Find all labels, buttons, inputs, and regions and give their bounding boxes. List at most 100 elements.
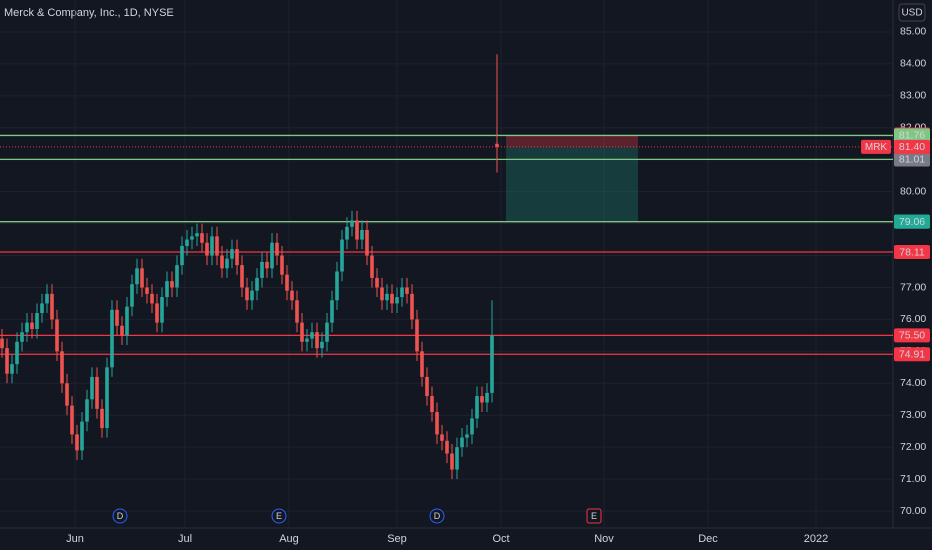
event-label: E: [591, 511, 597, 521]
x-tick-label: Jul: [178, 533, 192, 545]
candle-body: [180, 245, 184, 266]
candle-body: [120, 325, 124, 336]
event-label: D: [117, 511, 124, 521]
x-tick-label: Dec: [698, 533, 718, 545]
candle-body: [280, 255, 284, 275]
candle-body: [330, 300, 334, 323]
candle-body: [300, 322, 304, 342]
candle-body: [470, 418, 474, 435]
candle-body: [480, 396, 484, 403]
candle-body: [265, 261, 269, 269]
candle-body: [250, 290, 254, 301]
candle-body: [5, 348, 9, 374]
candle-body: [255, 277, 259, 291]
candle-body: [410, 293, 414, 320]
candle-body: [200, 233, 204, 243]
candle-body: [55, 319, 59, 352]
candle-body: [455, 447, 459, 470]
candle-body: [70, 405, 74, 435]
candle-body: [270, 242, 274, 269]
candle-body: [315, 332, 319, 349]
candle-body: [85, 399, 89, 422]
candle-body: [485, 392, 489, 403]
y-tick-label: 77.00: [900, 281, 926, 293]
candle-body: [345, 226, 349, 240]
x-tick-label: Oct: [492, 533, 509, 545]
symbol-tag-bg: [861, 139, 891, 154]
candle-body: [370, 255, 374, 278]
candle-body: [465, 434, 469, 438]
candle-body: [350, 220, 354, 227]
candle-body: [260, 261, 264, 278]
candle-body: [40, 303, 44, 314]
last-price-tag: 81.40: [899, 141, 925, 153]
candle-body: [285, 274, 289, 291]
x-tick-label: Sep: [387, 533, 407, 545]
candle-body: [130, 284, 134, 307]
candle-body: [440, 434, 444, 441]
candle-body: [60, 351, 64, 384]
target-zone: [506, 146, 638, 222]
candle-body: [460, 437, 464, 448]
price-tag: 78.11: [899, 246, 925, 258]
candle-body: [340, 239, 344, 272]
candle-body: [425, 376, 429, 397]
y-tick-label: 85.00: [900, 26, 926, 38]
candle-body: [495, 143, 499, 147]
price-tag: 74.91: [899, 349, 925, 361]
candle-body: [50, 293, 54, 320]
candle-body: [385, 293, 389, 301]
candle-body: [105, 367, 109, 429]
candle-body: [415, 319, 419, 352]
price-tag-bg: [894, 128, 930, 143]
y-tick-label: 83.00: [900, 90, 926, 102]
candle-body: [435, 412, 439, 435]
candle-body: [175, 265, 179, 288]
candle-body: [135, 268, 139, 285]
candle-body: [355, 220, 359, 240]
candle-body: [320, 341, 324, 349]
event-label: D: [434, 511, 441, 521]
candle-body: [420, 351, 424, 377]
currency-box: [898, 3, 926, 22]
x-tick-label: Jun: [66, 533, 84, 545]
candle-body: [475, 396, 479, 419]
price-tag-bg: [894, 152, 930, 167]
candle-body: [290, 290, 294, 301]
event-label: E: [276, 511, 282, 521]
event-marker: [586, 508, 602, 524]
candle-body: [220, 255, 224, 269]
y-tick-label: 76.00: [900, 313, 926, 325]
candle-body: [400, 287, 404, 298]
candle-body: [115, 309, 119, 326]
price-tag: 81.76: [899, 130, 925, 142]
x-tick-label: Aug: [279, 533, 299, 545]
candle-body: [205, 242, 209, 256]
candle-body: [145, 287, 149, 294]
chart-title: Merck & Company, Inc., 1D, NYSE: [4, 7, 174, 19]
candle-body: [125, 306, 129, 336]
candle-body: [155, 303, 159, 323]
candle-body: [165, 281, 169, 298]
candle-body: [95, 376, 99, 409]
candle-body: [100, 408, 104, 429]
candle-body: [110, 309, 114, 368]
y-tick-label: 80.00: [900, 185, 926, 197]
candle-body: [150, 293, 154, 304]
candle-body: [405, 287, 409, 294]
candle-body: [395, 297, 399, 304]
price-tag-bg: [894, 214, 930, 229]
x-tick-label: 2022: [804, 533, 828, 545]
y-tick-label: 84.00: [900, 58, 926, 70]
candle-body: [390, 293, 394, 304]
candle-body: [15, 341, 19, 365]
candle-body: [90, 376, 94, 400]
candle-body: [360, 229, 364, 240]
candle-body: [65, 383, 69, 406]
candle-body: [190, 236, 194, 240]
event-marker: [112, 508, 128, 524]
price-tag: 75.50: [899, 330, 925, 342]
price-tag: 81.01: [899, 154, 925, 166]
